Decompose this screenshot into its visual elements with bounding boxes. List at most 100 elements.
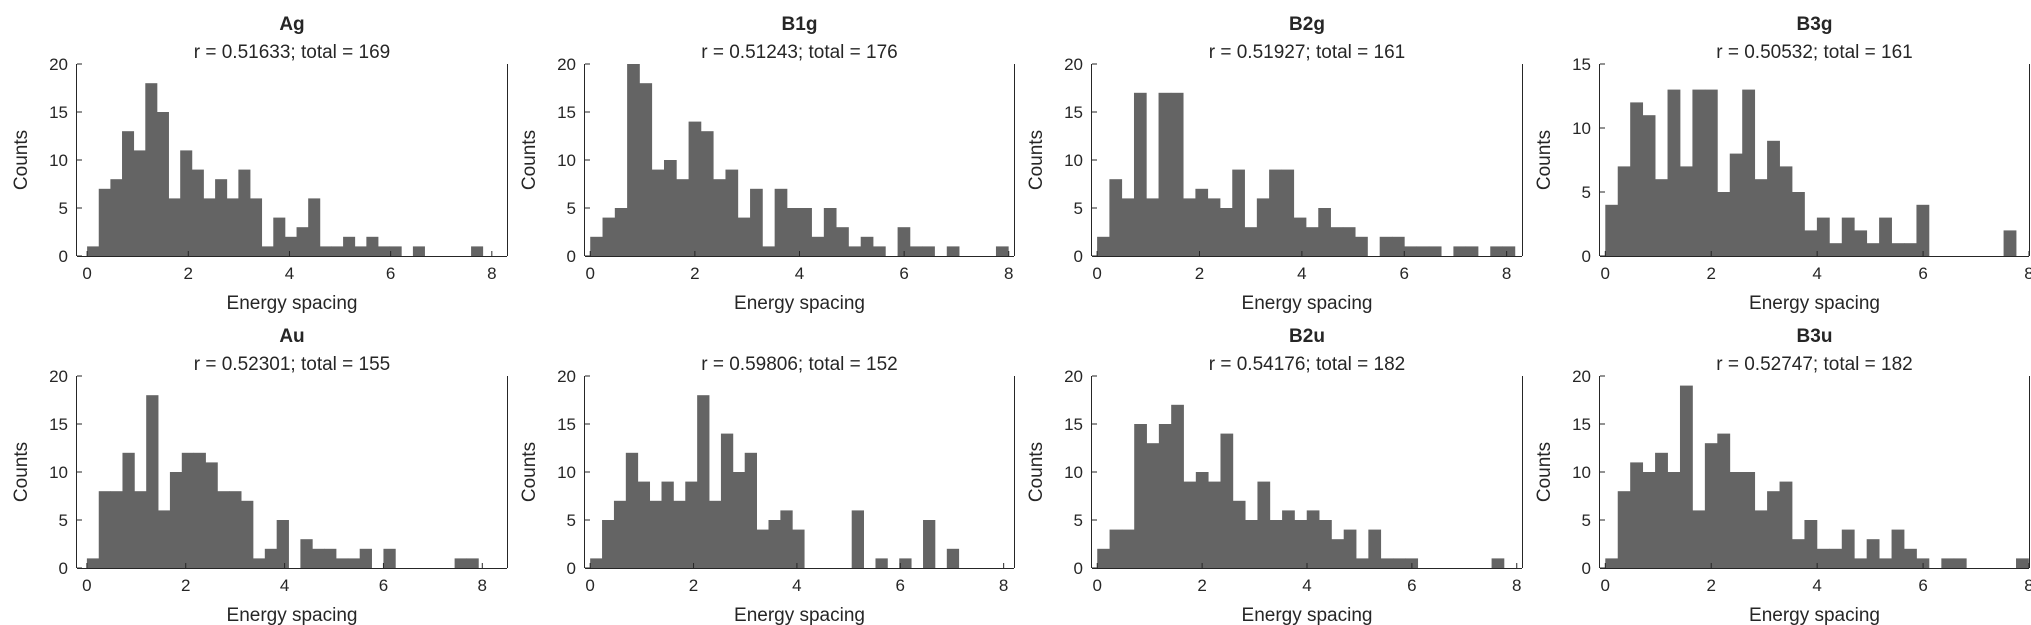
histogram-bar — [1146, 443, 1160, 568]
histogram-bar — [1854, 558, 1868, 568]
panel-title: Au — [279, 326, 304, 347]
panel-title: B2u — [1289, 326, 1325, 347]
histogram-bar — [1630, 462, 1644, 568]
histogram-panel: 0 2 4 6 8 0 5 10 15 20 Ag r = 0.51633; total = 169 E… — [11, 14, 508, 314]
histogram-bar — [1330, 227, 1344, 256]
histogram-bar — [347, 558, 361, 568]
histogram-bar — [122, 131, 135, 256]
histogram-bar — [1816, 548, 1830, 568]
histogram-bar — [995, 246, 1009, 256]
histogram-bar — [87, 246, 100, 256]
histogram-bar — [1605, 204, 1619, 256]
histogram-bar — [1404, 246, 1417, 256]
y-tick-label: 0 — [1074, 247, 1083, 266]
histogram-bar — [1829, 243, 1843, 256]
histogram-bar — [762, 246, 776, 256]
panel-title: Ag — [279, 14, 304, 35]
histogram-bar — [110, 179, 123, 256]
histogram-bar — [676, 179, 689, 256]
histogram-bar — [1617, 491, 1631, 568]
y-tick-label: 5 — [59, 511, 68, 530]
histogram-bar — [241, 500, 254, 568]
histogram-bar — [324, 548, 337, 568]
histogram-panel: 0 2 4 6 8 0 5 10 15 20 B2g r = 0.51927; total = 161… — [1026, 14, 1523, 314]
x-axis-label: Energy spacing — [1749, 293, 1880, 314]
histogram-bar — [1146, 198, 1159, 256]
histogram-bar — [685, 481, 698, 568]
x-tick-label: 6 — [386, 264, 395, 283]
panel-title: B3u — [1797, 326, 1833, 347]
histogram-bar — [1391, 236, 1405, 256]
histogram-bar — [466, 558, 479, 568]
histogram-bar — [744, 452, 757, 568]
histogram-bar — [875, 558, 888, 568]
y-tick-label: 0 — [59, 247, 68, 266]
y-tick-label: 20 — [557, 367, 576, 386]
histogram-bar — [238, 169, 251, 256]
x-tick-label: 4 — [795, 264, 804, 283]
histogram-bar — [471, 246, 484, 256]
histogram-bar — [836, 227, 849, 256]
panel-subtitle: r = 0.50532; total = 161 — [1716, 42, 1913, 63]
histogram-bar — [181, 452, 195, 568]
x-tick-label: 2 — [690, 264, 699, 283]
histogram-bar — [454, 558, 467, 568]
histogram-bar — [946, 548, 960, 568]
histogram-bar — [1257, 481, 1271, 568]
histogram-bar — [1829, 548, 1843, 568]
histogram-bar — [1208, 481, 1221, 568]
histogram-bar — [1368, 529, 1382, 568]
histogram-bar — [1416, 246, 1430, 256]
histogram-bar — [1879, 558, 1892, 568]
histogram-bar — [1779, 481, 1793, 568]
y-axis-label: Counts — [1026, 130, 1047, 190]
histogram-bar — [1343, 529, 1357, 568]
histogram-bar — [1490, 246, 1503, 256]
histogram-bar — [860, 236, 874, 256]
histogram-bar — [873, 246, 886, 256]
histogram-bar — [193, 452, 206, 568]
histogram-bar — [1183, 198, 1196, 256]
panel-title: B2g — [1289, 14, 1325, 35]
histogram-bar — [1655, 179, 1668, 256]
histogram-bar — [737, 217, 751, 256]
histogram-bar — [637, 481, 651, 568]
histogram-bar — [1256, 198, 1270, 256]
histogram-bar — [1428, 246, 1442, 256]
y-tick-label: 20 — [49, 55, 68, 74]
histogram-bar — [625, 452, 639, 568]
y-tick-label: 5 — [1582, 183, 1591, 202]
x-tick-label: 2 — [184, 264, 193, 283]
histogram-bar — [750, 188, 763, 256]
histogram-bar — [331, 246, 344, 256]
histogram-bar — [191, 169, 204, 256]
y-axis-label: Counts — [519, 442, 540, 502]
histogram-panel: 0 2 4 6 8 0 5 10 15 20 B1g r = 0.51243; total = 176… — [519, 14, 1015, 314]
histogram-bar — [909, 246, 923, 256]
histogram-bar — [1767, 491, 1780, 568]
histogram-bar — [811, 236, 825, 256]
panel-subtitle: r = 0.52301; total = 155 — [194, 354, 391, 375]
y-tick-label: 10 — [1064, 151, 1083, 170]
x-tick-label: 6 — [1400, 264, 1409, 283]
histogram-bar — [1133, 92, 1147, 256]
histogram-panel: 0 2 4 6 8 0 5 10 15 B3g r = 0.50532; total = 161 En… — [1534, 14, 2031, 314]
histogram-bar — [156, 112, 169, 256]
histogram-bar — [98, 491, 112, 568]
y-tick-label: 5 — [567, 199, 576, 218]
histogram-bar — [1195, 188, 1209, 256]
x-tick-label: 8 — [478, 576, 487, 595]
panel-subtitle: r = 0.52747; total = 182 — [1716, 354, 1913, 375]
histogram-bar — [86, 558, 100, 568]
histogram-bar — [145, 83, 158, 256]
y-tick-label: 20 — [1064, 367, 1083, 386]
histogram-bar — [343, 236, 356, 256]
histogram-bar — [1904, 548, 1917, 568]
histogram-bar — [1891, 529, 1905, 568]
panel-subtitle: r = 0.54176; total = 182 — [1209, 354, 1406, 375]
y-tick-label: 20 — [1064, 55, 1083, 74]
x-tick-label: 8 — [999, 576, 1008, 595]
x-tick-label: 4 — [280, 576, 289, 595]
histogram-bar — [713, 179, 726, 256]
histogram-bar — [1232, 500, 1246, 568]
